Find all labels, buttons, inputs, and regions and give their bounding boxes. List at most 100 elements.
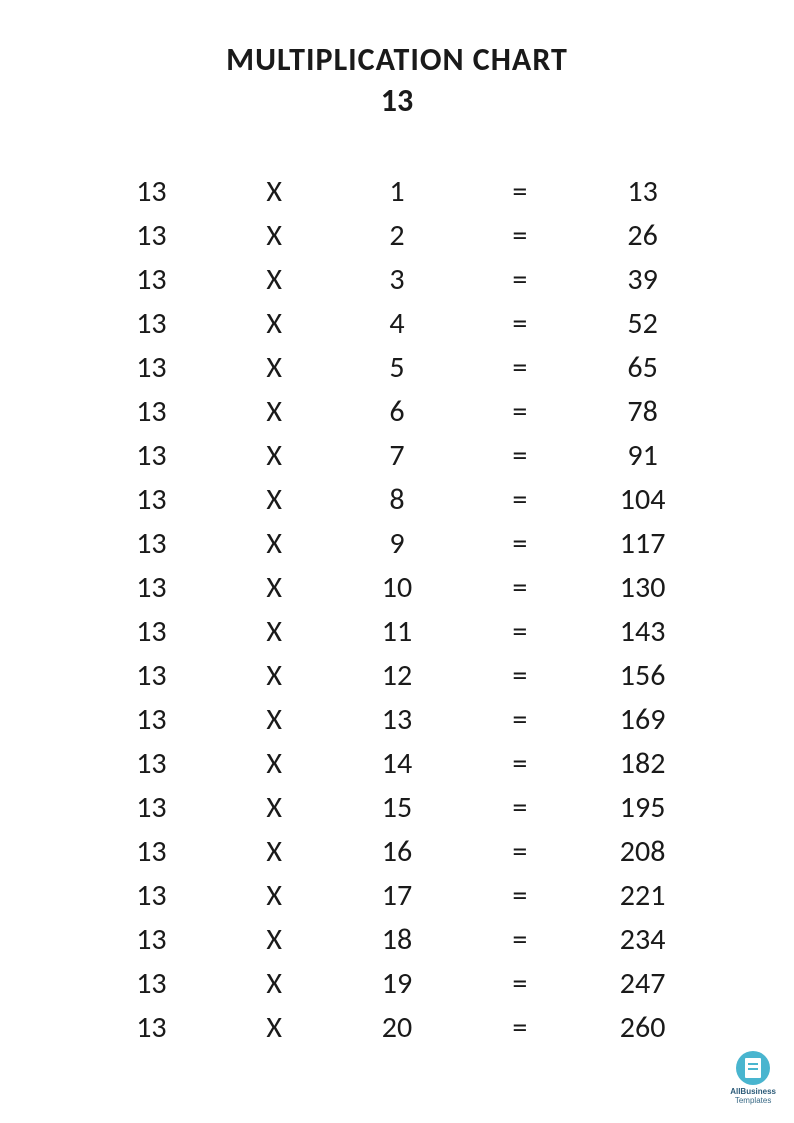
equals-cell: = — [458, 434, 581, 478]
multiplier-cell: 12 — [336, 654, 459, 698]
table-row: 13X7=91 — [90, 434, 704, 478]
multiplier-cell: 9 — [336, 522, 459, 566]
multiplication-table: 13X1=1313X2=2613X3=3913X4=5213X5=6513X6=… — [90, 170, 704, 1050]
equals-cell: = — [458, 654, 581, 698]
multiplier-cell: 19 — [336, 962, 459, 1006]
table-row: 13X9=117 — [90, 522, 704, 566]
equals-cell: = — [458, 874, 581, 918]
equals-cell: = — [458, 522, 581, 566]
multiplicand-cell: 13 — [90, 786, 213, 830]
operator-cell: X — [213, 698, 336, 742]
operator-cell: X — [213, 918, 336, 962]
product-cell: 234 — [581, 918, 704, 962]
multiplicand-cell: 13 — [90, 654, 213, 698]
operator-cell: X — [213, 610, 336, 654]
page-title: MULTIPLICATION CHART — [90, 40, 704, 79]
product-cell: 195 — [581, 786, 704, 830]
equals-cell: = — [458, 1006, 581, 1050]
product-cell: 247 — [581, 962, 704, 1006]
table-row: 13X12=156 — [90, 654, 704, 698]
product-cell: 221 — [581, 874, 704, 918]
multiplicand-cell: 13 — [90, 478, 213, 522]
multiplicand-cell: 13 — [90, 522, 213, 566]
multiplicand-cell: 13 — [90, 302, 213, 346]
table-row: 13X11=143 — [90, 610, 704, 654]
equals-cell: = — [458, 390, 581, 434]
watermark-text-2: Templates — [730, 1096, 776, 1105]
product-cell: 156 — [581, 654, 704, 698]
operator-cell: X — [213, 170, 336, 214]
multiplier-cell: 6 — [336, 390, 459, 434]
multiplicand-cell: 13 — [90, 962, 213, 1006]
equals-cell: = — [458, 214, 581, 258]
equals-cell: = — [458, 346, 581, 390]
multiplier-cell: 4 — [336, 302, 459, 346]
multiplier-cell: 3 — [336, 258, 459, 302]
multiplier-cell: 7 — [336, 434, 459, 478]
product-cell: 208 — [581, 830, 704, 874]
multiplicand-cell: 13 — [90, 874, 213, 918]
product-cell: 130 — [581, 566, 704, 610]
multiplier-cell: 18 — [336, 918, 459, 962]
table-row: 13X5=65 — [90, 346, 704, 390]
product-cell: 104 — [581, 478, 704, 522]
equals-cell: = — [458, 830, 581, 874]
multiplier-cell: 8 — [336, 478, 459, 522]
product-cell: 143 — [581, 610, 704, 654]
multiplier-cell: 10 — [336, 566, 459, 610]
table-row: 13X16=208 — [90, 830, 704, 874]
operator-cell: X — [213, 522, 336, 566]
table-row: 13X17=221 — [90, 874, 704, 918]
operator-cell: X — [213, 390, 336, 434]
multiplier-cell: 13 — [336, 698, 459, 742]
multiplier-cell: 14 — [336, 742, 459, 786]
product-cell: 65 — [581, 346, 704, 390]
table-row: 13X4=52 — [90, 302, 704, 346]
operator-cell: X — [213, 214, 336, 258]
watermark-logo: AllBusiness Templates — [730, 1051, 776, 1105]
product-cell: 13 — [581, 170, 704, 214]
table-row: 13X1=13 — [90, 170, 704, 214]
multiplier-cell: 15 — [336, 786, 459, 830]
operator-cell: X — [213, 786, 336, 830]
equals-cell: = — [458, 786, 581, 830]
multiplier-cell: 1 — [336, 170, 459, 214]
operator-cell: X — [213, 302, 336, 346]
multiplicand-cell: 13 — [90, 170, 213, 214]
multiplicand-cell: 13 — [90, 610, 213, 654]
product-cell: 91 — [581, 434, 704, 478]
product-cell: 169 — [581, 698, 704, 742]
watermark-text-1: AllBusiness — [730, 1087, 776, 1096]
operator-cell: X — [213, 258, 336, 302]
table-row: 13X6=78 — [90, 390, 704, 434]
product-cell: 260 — [581, 1006, 704, 1050]
product-cell: 26 — [581, 214, 704, 258]
equals-cell: = — [458, 918, 581, 962]
multiplier-cell: 16 — [336, 830, 459, 874]
multiplicand-cell: 13 — [90, 1006, 213, 1050]
equals-cell: = — [458, 610, 581, 654]
multiplier-cell: 17 — [336, 874, 459, 918]
multiplicand-cell: 13 — [90, 434, 213, 478]
equals-cell: = — [458, 742, 581, 786]
multiplicand-cell: 13 — [90, 918, 213, 962]
multiplier-cell: 5 — [336, 346, 459, 390]
multiplicand-cell: 13 — [90, 566, 213, 610]
operator-cell: X — [213, 654, 336, 698]
table-row: 13X15=195 — [90, 786, 704, 830]
table-row: 13X8=104 — [90, 478, 704, 522]
equals-cell: = — [458, 698, 581, 742]
equals-cell: = — [458, 170, 581, 214]
multiplier-cell: 20 — [336, 1006, 459, 1050]
multiplicand-cell: 13 — [90, 258, 213, 302]
operator-cell: X — [213, 566, 336, 610]
document-icon — [745, 1058, 761, 1078]
multiplicand-cell: 13 — [90, 214, 213, 258]
product-cell: 78 — [581, 390, 704, 434]
table-row: 13X13=169 — [90, 698, 704, 742]
table-row: 13X18=234 — [90, 918, 704, 962]
operator-cell: X — [213, 478, 336, 522]
multiplicand-cell: 13 — [90, 698, 213, 742]
product-cell: 182 — [581, 742, 704, 786]
equals-cell: = — [458, 962, 581, 1006]
